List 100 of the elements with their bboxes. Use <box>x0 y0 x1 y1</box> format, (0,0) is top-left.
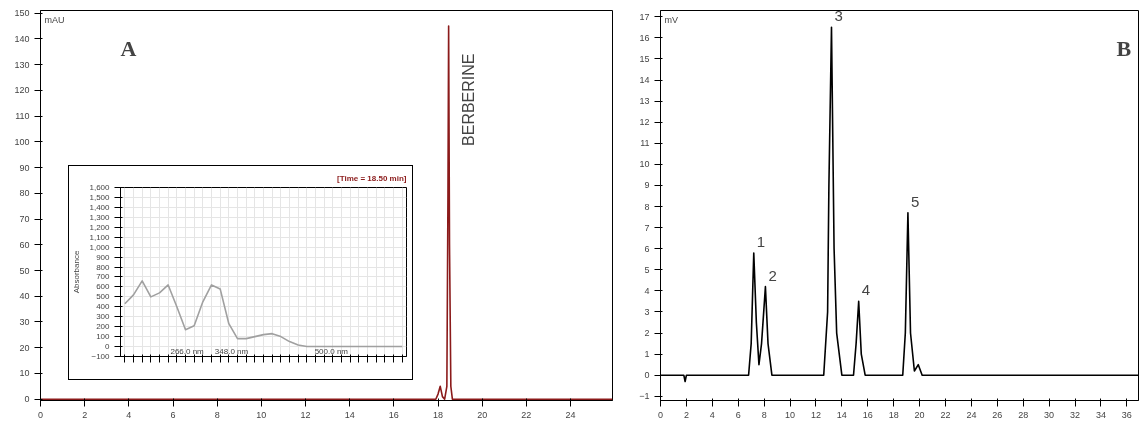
y-tick-label: 1,600 <box>89 183 111 192</box>
y-tick-label: 400 <box>96 302 111 312</box>
x-tick-label: 22 <box>521 409 532 420</box>
annotation: 348.0 nm <box>214 346 249 356</box>
y-axis-title: Absorbance <box>72 250 82 294</box>
x-tick-label: 22 <box>940 409 951 420</box>
y-tick-label: 700 <box>96 272 111 282</box>
y-tick-label: 11 <box>640 138 650 149</box>
y-tick-label: 110 <box>15 111 30 122</box>
line-series <box>40 25 613 401</box>
y-tick-label: 9 <box>644 180 650 191</box>
x-tick-label: 20 <box>914 409 925 420</box>
x-tick-label: 6 <box>735 409 741 420</box>
x-tick-label: 18 <box>888 409 899 420</box>
y-tick-label: 0 <box>105 342 111 352</box>
y-tick-label: 1,100 <box>89 232 111 242</box>
y-tick-label: 30 <box>19 316 30 327</box>
x-tick-label: 12 <box>810 409 821 420</box>
y-tick-label: 100 <box>14 136 30 147</box>
annotation: 3 <box>834 7 843 25</box>
y-tick-label: 90 <box>19 162 30 173</box>
y-tick-label: 10 <box>639 159 650 170</box>
annotation: A <box>120 35 137 61</box>
x-tick-label: 14 <box>344 409 355 420</box>
x-tick-label: 2 <box>82 409 88 420</box>
y-tick-label: 80 <box>19 188 30 199</box>
x-tick-label: 10 <box>785 409 796 420</box>
y-tick-label: 13 <box>639 96 650 107</box>
y-tick-label: 0 <box>24 394 30 405</box>
y-tick-label: 8 <box>644 201 650 212</box>
x-tick-label: 36 <box>1121 409 1132 420</box>
y-tick-label: 7 <box>644 222 650 233</box>
annotation: 500.0 nm <box>314 346 349 356</box>
x-tick-label: 34 <box>1095 409 1106 420</box>
y-axis-title: mV <box>664 14 678 25</box>
annotation: 266.0 nm <box>170 346 205 356</box>
y-tick-label: 10 <box>19 368 30 379</box>
y-tick-label: 5 <box>644 264 650 275</box>
y-tick-label: 600 <box>96 282 111 292</box>
y-tick-label: 17 <box>639 11 650 22</box>
x-tick-label: 16 <box>388 409 399 420</box>
y-tick-label: 300 <box>96 312 111 322</box>
x-tick-label: 2 <box>683 409 689 420</box>
y-tick-label: 6 <box>644 243 650 254</box>
y-tick-label: 1,300 <box>89 212 111 222</box>
x-tick-label: 0 <box>658 409 664 420</box>
y-tick-label: 14 <box>639 75 650 86</box>
y-tick-label: 2 <box>644 328 650 339</box>
y-tick-label: 50 <box>19 265 30 276</box>
annotation: 4 <box>861 281 871 299</box>
y-axis-title: mAU <box>44 14 65 25</box>
annotation: 1 <box>756 232 766 250</box>
y-tick-label: 60 <box>19 239 30 250</box>
y-tick-label: 500 <box>96 292 111 302</box>
y-tick-label: 130 <box>14 59 30 70</box>
y-tick-label: 40 <box>19 291 30 302</box>
y-tick-label: −1 <box>639 391 650 402</box>
x-tick-label: 24 <box>966 409 977 420</box>
y-tick-label: 800 <box>96 262 111 272</box>
y-tick-label: 120 <box>14 85 30 96</box>
y-tick-label: 140 <box>14 33 30 44</box>
x-tick-label: 30 <box>1044 409 1055 420</box>
y-tick-label: 16 <box>639 32 650 43</box>
y-tick-label: 1,000 <box>89 242 111 252</box>
y-tick-label: 900 <box>96 252 111 262</box>
x-tick-label: 24 <box>565 409 576 420</box>
annotation: BERBERINE <box>459 53 477 146</box>
x-tick-label: 10 <box>256 409 267 420</box>
y-tick-label: −100 <box>91 352 111 361</box>
x-tick-label: 32 <box>1070 409 1081 420</box>
y-tick-label: 150 <box>14 8 30 19</box>
line-series <box>124 280 403 348</box>
y-tick-label: 20 <box>19 342 30 353</box>
y-tick-label: 70 <box>19 214 30 225</box>
x-tick-label: 18 <box>433 409 444 420</box>
x-tick-label: 4 <box>709 409 715 420</box>
x-tick-label: 16 <box>862 409 873 420</box>
x-tick-label: 6 <box>170 409 176 420</box>
x-tick-label: 26 <box>992 409 1003 420</box>
y-tick-label: 4 <box>644 285 650 296</box>
y-tick-label: 200 <box>96 322 111 332</box>
annotation: B <box>1116 35 1132 61</box>
y-tick-label: 1 <box>644 349 650 360</box>
x-tick-label: 12 <box>300 409 311 420</box>
x-tick-label: 8 <box>214 409 220 420</box>
y-tick-label: 0 <box>644 370 650 381</box>
x-tick-label: 4 <box>126 409 132 420</box>
y-tick-label: 12 <box>639 117 650 128</box>
annotation: 5 <box>910 192 920 210</box>
x-tick-label: 14 <box>836 409 847 420</box>
x-tick-label: 20 <box>477 409 488 420</box>
y-tick-label: 1,200 <box>89 222 111 232</box>
x-tick-label: 8 <box>761 409 767 420</box>
y-tick-label: 1,400 <box>89 202 111 212</box>
y-tick-label: 3 <box>644 306 650 317</box>
chart-title: [Time = 18.50 min] <box>337 173 407 183</box>
annotation: 2 <box>768 266 777 284</box>
x-tick-label: 0 <box>38 409 44 420</box>
y-tick-label: 1,500 <box>89 192 111 202</box>
y-tick-label: 15 <box>639 53 650 64</box>
